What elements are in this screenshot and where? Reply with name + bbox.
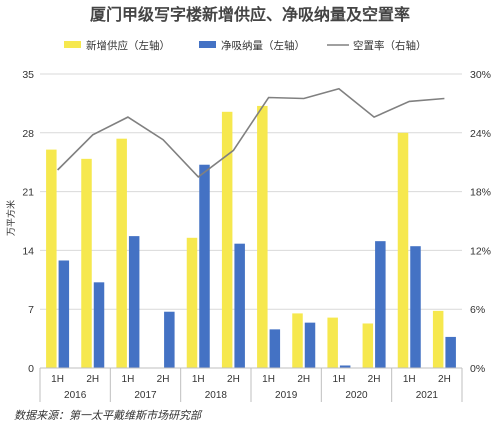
series-absorption-bars — [58, 164, 456, 368]
right-axis: 0% 6% 12% 18% 24% 30% — [470, 69, 491, 375]
bar-supply — [221, 111, 233, 369]
bar-absorption — [410, 246, 421, 368]
x-tick-label: 1H — [192, 374, 205, 385]
legend-label-vacancy: 空置率（右轴） — [353, 39, 427, 52]
x-tick-label: 2H — [438, 374, 451, 385]
legend: 新增供应（左轴） 净吸纳量（左轴） 空置率（右轴） — [64, 39, 427, 52]
series-supply-bars — [46, 105, 444, 369]
y-right-tick-label: 30% — [470, 69, 491, 81]
bar-supply — [116, 138, 127, 368]
x-axis: 1H 2H 1H 2H 1H 2H 1H 2H 1H 2H 1H 2H 2016 2017 2018 2019… — [39, 367, 463, 402]
bar-absorption — [128, 236, 140, 368]
bar-supply — [292, 313, 303, 368]
bar-supply — [46, 149, 57, 368]
year-label: 2020 — [345, 390, 368, 401]
bar-absorption — [339, 365, 351, 368]
y-right-tick-label: 24% — [470, 128, 491, 140]
x-tick-label: 1H — [51, 374, 64, 385]
data-source-note: 数据来源：第一太平戴维斯市场研究部 — [14, 409, 203, 422]
bar-absorption — [199, 164, 210, 368]
x-tick-label: 2H — [297, 374, 310, 385]
x-tick-label: 2H — [157, 374, 170, 385]
y-right-tick-label: 0% — [470, 363, 485, 375]
y-left-tick-label: 14 — [22, 245, 34, 257]
y-right-tick-label: 18% — [470, 187, 491, 199]
x-tick-label: 1H — [262, 374, 275, 385]
year-label: 2019 — [275, 390, 298, 401]
y-left-tick-label: 21 — [22, 187, 34, 199]
bar-supply — [362, 323, 374, 368]
x-tick-label: 1H — [333, 374, 346, 385]
bar-absorption — [164, 311, 175, 368]
year-label: 2021 — [416, 390, 439, 401]
legend-swatch-supply — [64, 41, 81, 48]
left-axis: 0 7 14 21 28 35 — [22, 69, 34, 375]
x-tick-label: 2H — [227, 374, 240, 385]
bar-supply — [257, 105, 268, 369]
chart-title: 厦门甲级写字楼新增供应、净吸纳量及空置率 — [90, 5, 410, 24]
year-label: 2016 — [64, 390, 87, 401]
bar-supply — [81, 158, 92, 368]
bar-absorption — [93, 282, 105, 368]
y-left-tick-label: 7 — [28, 304, 34, 316]
bar-absorption — [375, 241, 386, 368]
bar-supply — [432, 310, 444, 368]
bar-supply — [397, 132, 409, 368]
y-axis-label: 万平方米 — [5, 200, 17, 236]
year-label: 2018 — [205, 390, 228, 401]
legend-swatch-absorption — [199, 41, 216, 48]
legend-label-supply: 新增供应（左轴） — [86, 39, 170, 52]
series-vacancy-line — [57, 87, 445, 178]
y-left-tick-label: 28 — [22, 128, 34, 140]
y-right-tick-label: 12% — [470, 245, 491, 257]
gridlines — [40, 73, 462, 310]
x-tick-label: 1H — [403, 374, 416, 385]
bar-absorption — [58, 260, 70, 368]
x-tick-label: 2H — [368, 374, 381, 385]
bar-supply — [327, 317, 338, 368]
bar-absorption — [304, 322, 316, 368]
vacancy-line — [57, 87, 445, 178]
year-label: 2017 — [134, 390, 157, 401]
x-tick-label: 2H — [86, 374, 99, 385]
y-left-tick-label: 35 — [22, 69, 34, 81]
bar-absorption — [445, 336, 456, 368]
legend-label-absorption: 净吸纳量（左轴） — [221, 39, 305, 52]
y-left-tick-label: 0 — [28, 363, 34, 375]
x-tick-label: 1H — [122, 374, 135, 385]
bar-absorption — [269, 329, 281, 368]
bar-supply — [186, 237, 198, 368]
y-right-tick-label: 6% — [470, 304, 485, 316]
bar-absorption — [234, 243, 245, 368]
